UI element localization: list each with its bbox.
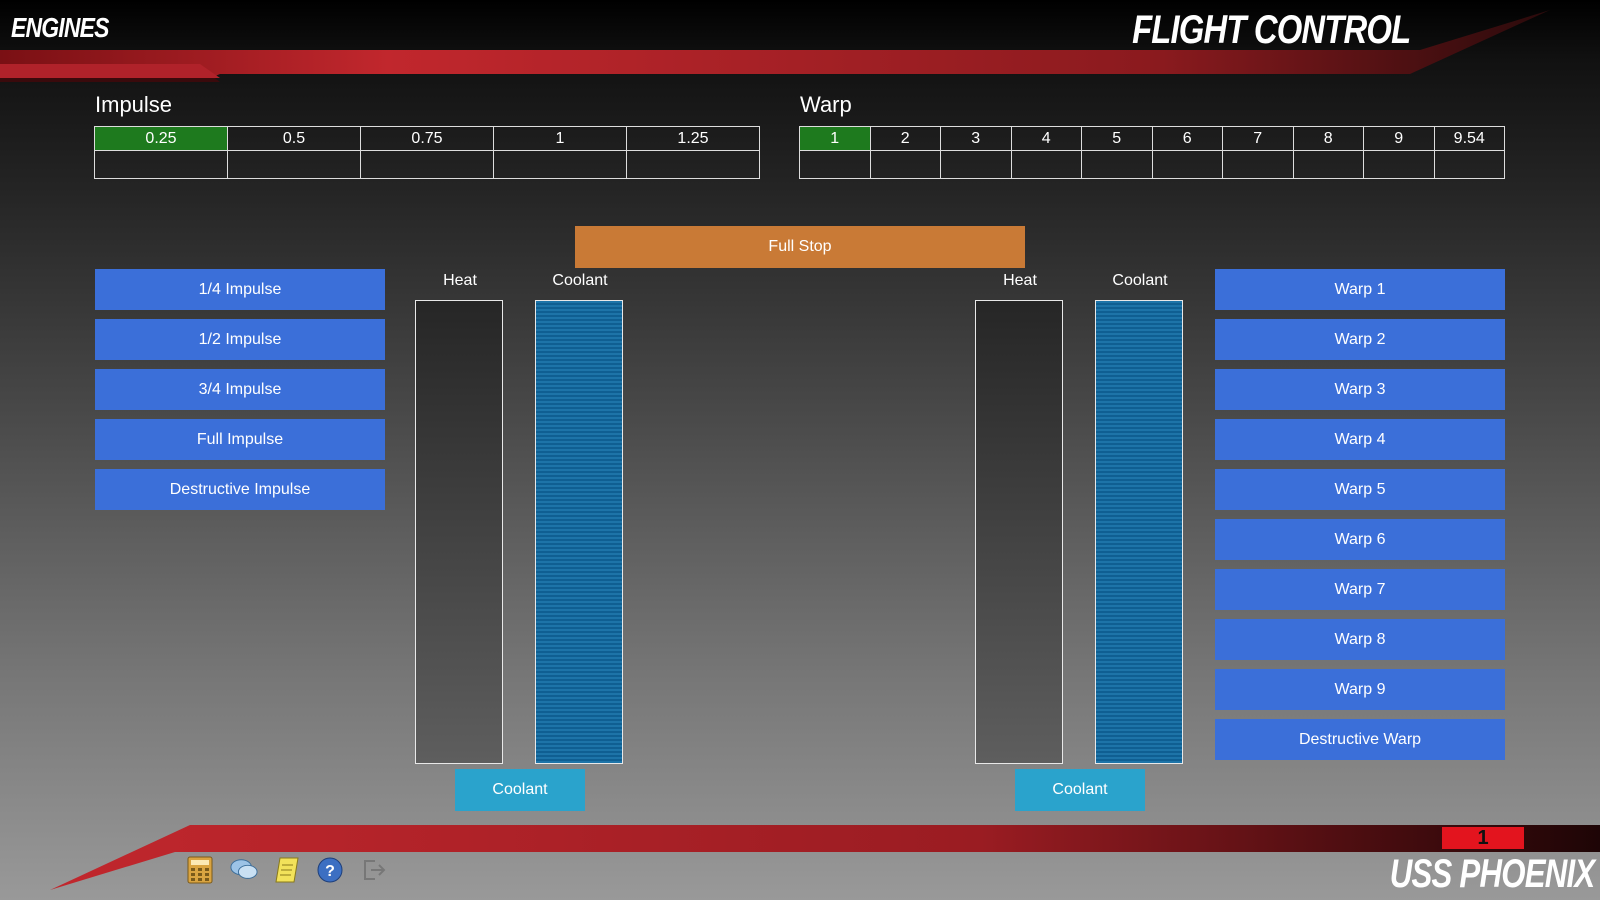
warp-speed-button[interactable]: Warp 6 xyxy=(1215,519,1505,560)
impulse-speed-empty-cell xyxy=(227,150,361,179)
warp-speed-empty-cell xyxy=(1222,150,1294,179)
impulse-speed-button[interactable]: 3/4 Impulse xyxy=(95,369,385,410)
warp-speed-cell[interactable]: 7 xyxy=(1222,126,1294,151)
warp-speed-button[interactable]: Warp 4 xyxy=(1215,419,1505,460)
screen-title: FLIGHT CONTROL xyxy=(1131,8,1411,52)
header-bar: ENGINES FLIGHT CONTROL xyxy=(0,0,1600,100)
warp-coolant-button[interactable]: Coolant xyxy=(1015,769,1145,811)
impulse-speed-empty-cell xyxy=(493,150,627,179)
footer-stripe xyxy=(50,825,1600,890)
alert-level-indicator: 1 xyxy=(1442,827,1524,849)
impulse-coolant-label: Coolant xyxy=(552,272,608,289)
warp-speed-cell[interactable]: 2 xyxy=(869,126,941,151)
notes-icon[interactable] xyxy=(273,856,301,884)
ship-name: USS PHOENIX xyxy=(1389,852,1594,896)
warp-speed-empty-cell xyxy=(1363,150,1435,179)
warp-speed-cell[interactable]: 9.54 xyxy=(1433,126,1505,151)
calculator-icon[interactable] xyxy=(186,856,214,884)
warp-speed-empty-cell xyxy=(1433,150,1505,179)
svg-text:?: ? xyxy=(325,863,335,880)
warp-speed-cell[interactable]: 8 xyxy=(1292,126,1364,151)
warp-heat-gauge xyxy=(975,300,1063,764)
impulse-speed-empty-cell xyxy=(626,150,760,179)
chat-icon[interactable] xyxy=(230,856,258,884)
warp-speed-empty-cell xyxy=(1081,150,1153,179)
warp-title: Warp xyxy=(800,92,852,117)
station-title: ENGINES xyxy=(11,12,109,43)
impulse-speed-cell[interactable]: 0.75 xyxy=(360,126,494,151)
warp-speed-empty-cell xyxy=(799,150,871,179)
impulse-coolant-gauge xyxy=(535,300,623,764)
warp-coolant-label: Coolant xyxy=(1112,272,1168,289)
warp-heat-label: Heat xyxy=(1003,272,1037,289)
warp-coolant-fill xyxy=(1096,301,1182,763)
warp-speed-cell[interactable]: 4 xyxy=(1010,126,1082,151)
warp-speed-empty-cell xyxy=(1151,150,1223,179)
warp-speed-button[interactable]: Destructive Warp xyxy=(1215,719,1505,760)
warp-speed-button[interactable]: Warp 1 xyxy=(1215,269,1505,310)
logout-icon[interactable] xyxy=(360,856,388,884)
warp-speed-cell[interactable]: 1 xyxy=(799,126,871,151)
warp-speed-empty-cell xyxy=(1292,150,1364,179)
impulse-speed-button[interactable]: 1/4 Impulse xyxy=(95,269,385,310)
warp-speed-cell[interactable]: 3 xyxy=(940,126,1012,151)
warp-coolant-gauge xyxy=(1095,300,1183,764)
impulse-speed-cell[interactable]: 1.25 xyxy=(626,126,760,151)
warp-speed-button[interactable]: Warp 5 xyxy=(1215,469,1505,510)
warp-speed-table: 1 2 3 4 5 6 7 8 9 9.54 xyxy=(799,126,1505,179)
warp-speed-empty-cell xyxy=(1010,150,1082,179)
impulse-speed-button[interactable]: 1/2 Impulse xyxy=(95,319,385,360)
warp-speed-button[interactable]: Warp 3 xyxy=(1215,369,1505,410)
impulse-speed-empty-cell xyxy=(94,150,228,179)
warp-speed-empty-cell xyxy=(869,150,941,179)
help-icon[interactable]: ? xyxy=(316,856,344,884)
impulse-speed-cell[interactable]: 0.25 xyxy=(94,126,228,151)
warp-speed-cell[interactable]: 5 xyxy=(1081,126,1153,151)
footer-bar xyxy=(0,820,1600,900)
impulse-speed-table: 0.25 0.5 0.75 1 1.25 xyxy=(94,126,760,179)
warp-speed-button[interactable]: Warp 2 xyxy=(1215,319,1505,360)
full-stop-button[interactable]: Full Stop xyxy=(575,226,1025,268)
impulse-coolant-fill xyxy=(536,301,622,763)
impulse-coolant-button[interactable]: Coolant xyxy=(455,769,585,811)
warp-speed-cell[interactable]: 9 xyxy=(1363,126,1435,151)
impulse-title: Impulse xyxy=(95,92,173,117)
impulse-heat-label: Heat xyxy=(443,272,477,289)
impulse-speed-button[interactable]: Destructive Impulse xyxy=(95,469,385,510)
warp-speed-button[interactable]: Warp 7 xyxy=(1215,569,1505,610)
impulse-speed-cell[interactable]: 0.5 xyxy=(227,126,361,151)
impulse-speed-empty-cell xyxy=(360,150,494,179)
impulse-speed-button[interactable]: Full Impulse xyxy=(95,419,385,460)
warp-speed-button[interactable]: Warp 9 xyxy=(1215,669,1505,710)
warp-speed-cell[interactable]: 6 xyxy=(1151,126,1223,151)
impulse-heat-gauge xyxy=(415,300,503,764)
header-stripe xyxy=(0,10,1550,82)
warp-speed-empty-cell xyxy=(940,150,1012,179)
warp-speed-button[interactable]: Warp 8 xyxy=(1215,619,1505,660)
impulse-speed-cell[interactable]: 1 xyxy=(493,126,627,151)
